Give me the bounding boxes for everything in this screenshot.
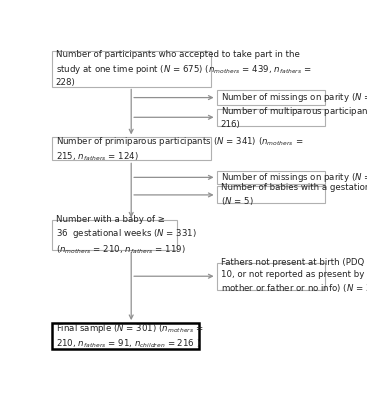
FancyBboxPatch shape [51,137,211,160]
FancyBboxPatch shape [217,109,324,126]
FancyBboxPatch shape [217,170,324,184]
FancyBboxPatch shape [51,323,200,349]
FancyBboxPatch shape [51,220,177,250]
Text: Number of missings on parity ($N$ = 118): Number of missings on parity ($N$ = 118) [221,91,367,104]
Text: Number of primiparous participants ($N$ = 341) ($n_{mothers}$ =
215, $n_{fathers: Number of primiparous participants ($N$ … [56,134,303,163]
FancyBboxPatch shape [217,263,324,290]
Text: Number of participants who accepted to take part in the
study at one time point : Number of participants who accepted to t… [56,50,312,87]
FancyBboxPatch shape [217,186,324,203]
Text: Number of multiparous participants ($N$ =
216): Number of multiparous participants ($N$ … [221,105,367,129]
Text: Final sample ($N$ = 301) ($n_{mothers}$ =
210, $n_{fathers}$ = 91, $n_{children}: Final sample ($N$ = 301) ($n_{mothers}$ … [56,322,204,350]
Text: Number with a baby of ≥
36  gestational weeks ($N$ = 331)
($n_{mothers}$ = 210, : Number with a baby of ≥ 36 gestational w… [56,215,197,256]
Text: Fathers not present at birth (PDQ ≤
10, or not reported as present by
mother or : Fathers not present at birth (PDQ ≤ 10, … [221,258,367,294]
FancyBboxPatch shape [51,51,211,86]
FancyBboxPatch shape [217,90,324,105]
Text: Number of missings on parity ($N$ = 4): Number of missings on parity ($N$ = 4) [221,171,367,184]
Text: Number of babies with a gestational age < 36
($N$ = 5): Number of babies with a gestational age … [221,183,367,207]
